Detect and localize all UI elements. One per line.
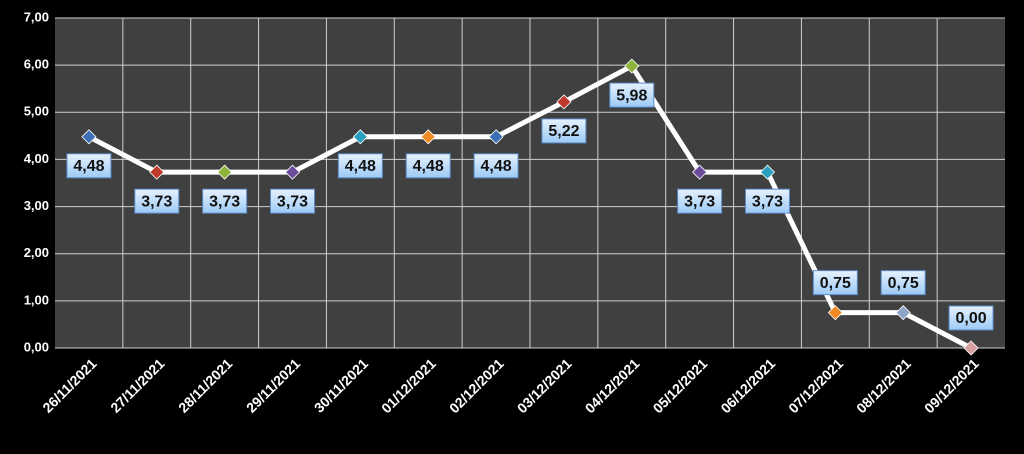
marker: [624, 58, 640, 74]
marker: [217, 164, 233, 180]
y-tick-label: 1,00: [24, 292, 49, 307]
data-label: 0,75: [888, 275, 919, 292]
data-label-box: [134, 188, 180, 214]
marker: [827, 305, 843, 321]
data-label-box: [541, 118, 587, 144]
x-tick-label: 07/12/2021: [785, 355, 846, 416]
y-tick-label: 2,00: [24, 245, 49, 260]
marker: [284, 164, 301, 180]
marker: [352, 129, 368, 145]
marker: [692, 164, 708, 180]
x-tick-label: 02/12/2021: [446, 355, 507, 416]
x-tick-label: 30/11/2021: [311, 355, 371, 415]
data-label: 4,48: [73, 158, 104, 175]
x-tick-label: 08/12/2021: [853, 355, 914, 416]
marker: [895, 305, 911, 321]
x-tick-label: 04/12/2021: [582, 355, 643, 416]
data-label-box: [473, 153, 519, 179]
data-label: 0,00: [956, 310, 987, 327]
marker: [420, 129, 436, 145]
data-label: 4,48: [345, 158, 376, 175]
data-label: 4,48: [481, 158, 512, 175]
data-label-box: [812, 270, 858, 296]
x-tick-label: 26/11/2021: [39, 355, 99, 415]
data-label-box: [948, 305, 994, 331]
y-tick-label: 3,00: [24, 198, 49, 213]
data-label: 3,73: [684, 193, 715, 210]
data-label: 5,22: [548, 123, 579, 140]
data-label-box: [609, 82, 655, 108]
data-label-box: [745, 188, 790, 214]
data-label: 3,73: [752, 193, 783, 210]
data-label-box: [270, 188, 315, 214]
marker: [963, 340, 979, 356]
data-label: 3,73: [141, 193, 172, 210]
y-tick-label: 6,00: [24, 57, 49, 72]
marker: [149, 164, 165, 180]
data-label: 3,73: [277, 193, 308, 210]
marker: [488, 129, 504, 145]
marker: [556, 94, 572, 110]
x-tick-label: 28/11/2021: [175, 355, 235, 415]
data-label-box: [405, 153, 451, 179]
data-label-box: [66, 153, 112, 179]
y-tick-label: 7,00: [24, 9, 49, 24]
marker: [759, 164, 776, 180]
data-label: 3,73: [209, 193, 240, 210]
data-label: 4,48: [413, 158, 444, 175]
x-tick-label: 05/12/2021: [650, 355, 711, 416]
x-tick-label: 06/12/2021: [717, 355, 778, 416]
y-tick-label: 0,00: [24, 339, 49, 354]
y-tick-label: 5,00: [24, 104, 49, 119]
data-label-box: [202, 188, 248, 214]
x-tick-label: 29/11/2021: [243, 355, 303, 415]
data-label-box: [880, 270, 926, 296]
marker: [81, 129, 97, 145]
y-tick-label: 4,00: [24, 151, 49, 166]
data-label-box: [677, 188, 723, 214]
x-tick-label: 27/11/2021: [107, 355, 167, 415]
data-label-box: [337, 153, 383, 179]
x-tick-label: 03/12/2021: [514, 355, 575, 416]
data-label: 0,75: [820, 275, 851, 292]
x-tick-label: 01/12/2021: [378, 355, 439, 416]
x-tick-label: 09/12/2021: [921, 355, 982, 416]
data-label: 5,98: [616, 87, 647, 104]
